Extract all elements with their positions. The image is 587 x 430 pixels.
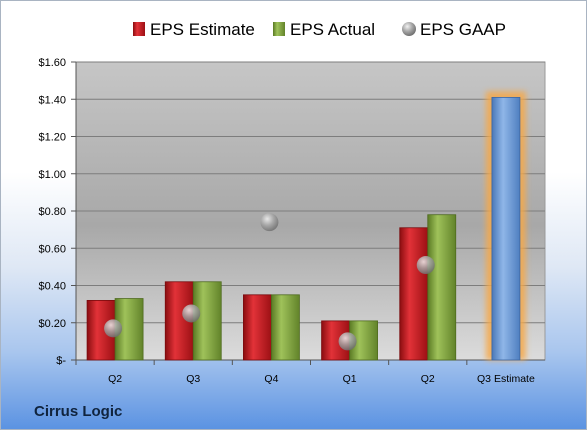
bar-eps-estimate xyxy=(399,227,429,361)
point-eps-gaap xyxy=(416,256,435,275)
legend-label: EPS Actual xyxy=(290,20,375,39)
legend-label: EPS Estimate xyxy=(150,20,255,39)
y-tick-label: $1.20 xyxy=(38,132,66,144)
bar-eps-estimate xyxy=(243,294,272,361)
x-tick-label: Q1 xyxy=(343,373,357,385)
bars xyxy=(86,91,526,361)
legend: EPS Estimate EPS Actual EPS GAAP xyxy=(133,20,506,39)
x-tick-label: Q2 xyxy=(108,373,122,385)
point-eps-gaap xyxy=(104,319,123,338)
legend-swatch xyxy=(273,22,285,36)
y-tick-label: $0.80 xyxy=(38,206,66,218)
y-tick-label: $- xyxy=(56,355,66,367)
x-tick-label: Q2 xyxy=(421,373,435,385)
y-tick-label: $1.00 xyxy=(38,169,66,181)
bar-eps-actual xyxy=(192,281,222,361)
point-eps-gaap xyxy=(182,304,201,323)
bar-eps-actual xyxy=(271,294,300,361)
y-tick-label: $0.20 xyxy=(38,318,66,330)
y-tick-label: $0.40 xyxy=(38,281,66,293)
y-axis: $- $0.20 $0.40 $0.60 $0.80 $1.00 $1.20 $1.40 $1.… xyxy=(38,57,545,367)
x-tick-label: Q3 xyxy=(186,373,200,385)
bar-eps-actual xyxy=(114,298,144,361)
y-tick-label: $1.60 xyxy=(38,57,66,69)
x-tick-label: Q3 Estimate xyxy=(477,373,535,385)
bar-eps-actual xyxy=(427,214,457,361)
point-eps-gaap xyxy=(260,213,279,232)
y-tick-label: $1.40 xyxy=(38,94,66,106)
legend-label: EPS GAAP xyxy=(420,20,506,39)
x-tick-label: Q4 xyxy=(264,373,278,385)
x-axis: Q2 Q3 Q4 Q1 Q2 Q3 Estimate xyxy=(108,373,535,385)
legend-swatch xyxy=(133,22,145,36)
bar-eps-forecast xyxy=(491,96,521,361)
legend-marker xyxy=(402,22,416,36)
y-tick-label: $0.60 xyxy=(38,243,66,255)
company-name: Cirrus Logic xyxy=(34,403,123,420)
point-eps-gaap xyxy=(338,332,357,351)
